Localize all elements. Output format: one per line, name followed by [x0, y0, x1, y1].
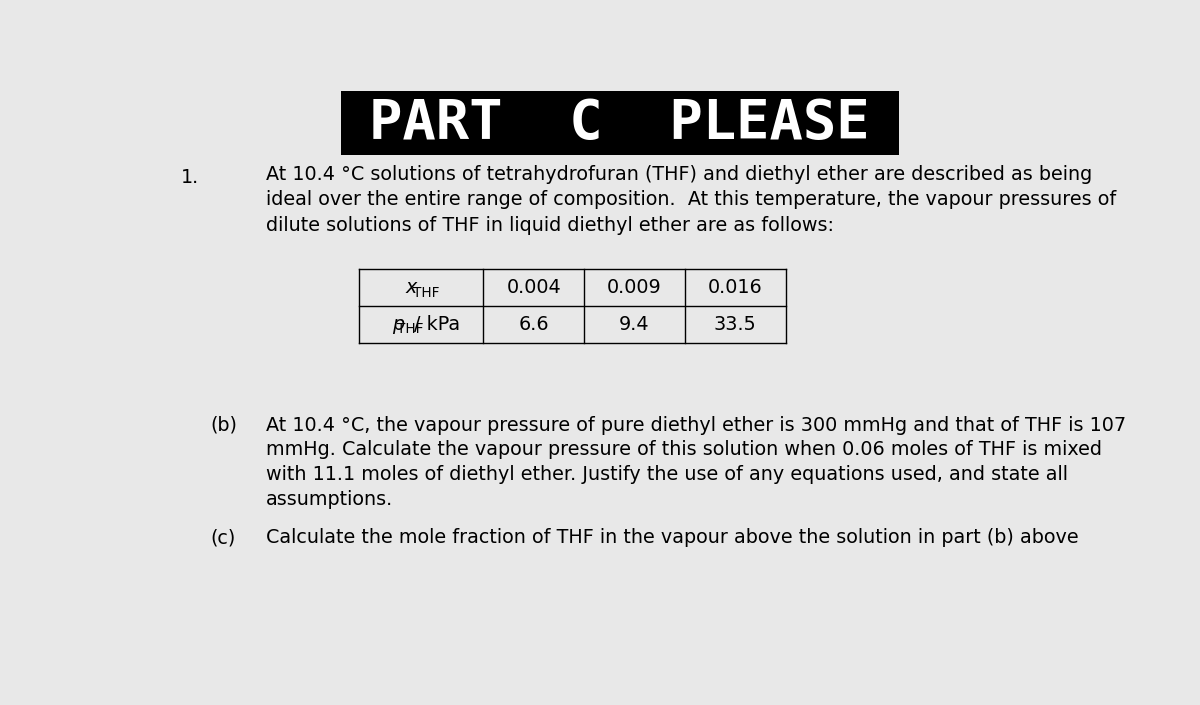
Text: 1.: 1.: [181, 168, 199, 187]
Text: Calculate the mole fraction of THF in the vapour above the solution in part (b) : Calculate the mole fraction of THF in th…: [266, 528, 1079, 547]
Text: dilute solutions of THF in liquid diethyl ether are as follows:: dilute solutions of THF in liquid diethy…: [266, 216, 834, 235]
Text: (b): (b): [210, 416, 238, 435]
Text: PART  C  PLEASE: PART C PLEASE: [370, 97, 870, 150]
Text: mmHg. Calculate the vapour pressure of this solution when 0.06 moles of THF is m: mmHg. Calculate the vapour pressure of t…: [266, 441, 1103, 460]
Text: 0.009: 0.009: [607, 278, 661, 298]
Text: THF: THF: [397, 322, 424, 336]
Text: x: x: [406, 278, 416, 297]
FancyBboxPatch shape: [341, 91, 899, 155]
Text: 6.6: 6.6: [518, 315, 548, 334]
Text: / kPa: / kPa: [414, 315, 460, 334]
Text: assumptions.: assumptions.: [266, 489, 394, 508]
Text: with 11.1 moles of diethyl ether. Justify the use of any equations used, and sta: with 11.1 moles of diethyl ether. Justif…: [266, 465, 1068, 484]
Text: 0.016: 0.016: [708, 278, 762, 298]
Text: At 10.4 °C solutions of tetrahydrofuran (THF) and diethyl ether are described as: At 10.4 °C solutions of tetrahydrofuran …: [266, 165, 1092, 184]
Text: THF: THF: [413, 286, 439, 300]
Text: 0.004: 0.004: [506, 278, 562, 298]
Text: ideal over the entire range of composition.  At this temperature, the vapour pre: ideal over the entire range of compositi…: [266, 190, 1116, 209]
Text: 33.5: 33.5: [714, 315, 756, 334]
Text: (c): (c): [210, 528, 236, 547]
Text: 9.4: 9.4: [619, 315, 649, 334]
Text: p: p: [392, 314, 404, 333]
Text: At 10.4 °C, the vapour pressure of pure diethyl ether is 300 mmHg and that of TH: At 10.4 °C, the vapour pressure of pure …: [266, 416, 1127, 435]
